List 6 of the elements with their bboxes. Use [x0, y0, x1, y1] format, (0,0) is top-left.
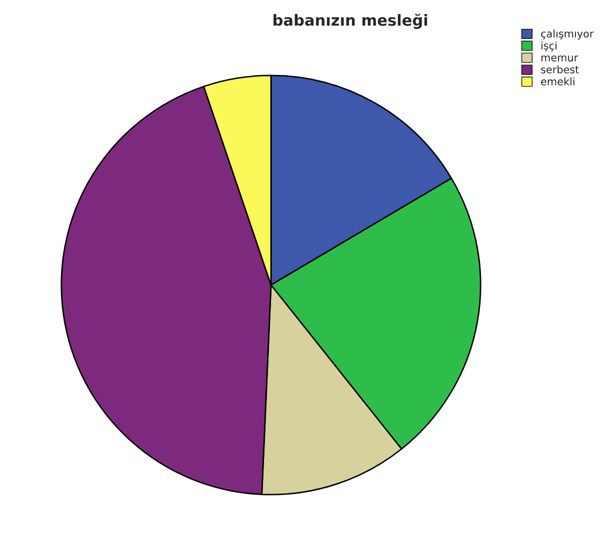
legend-label: emekli — [541, 77, 574, 86]
legend-label: memur — [541, 55, 578, 62]
legend-label: serbest — [541, 65, 579, 74]
chart-title: babanızın mesleği — [274, 14, 428, 29]
legend-label: çalışmıyor — [541, 29, 594, 40]
legend-label: işçi — [541, 41, 556, 52]
